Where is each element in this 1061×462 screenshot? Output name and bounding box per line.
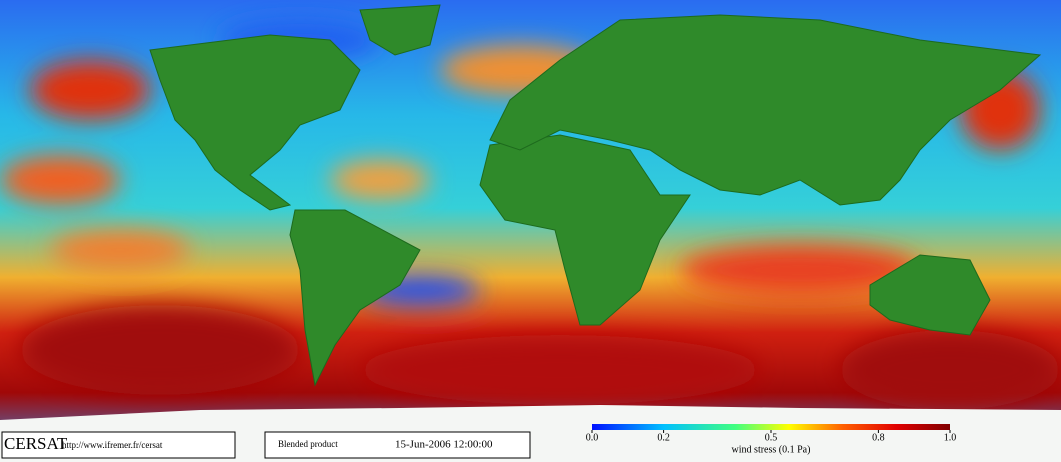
eurasia [489,14,1042,206]
north-america [149,34,361,211]
url: http://www.ifremer.fr/cersat [62,440,163,450]
date: 15-Jun-2006 12:00:00 [395,439,493,451]
africa [479,134,691,326]
colorbar-tick-label: 0.8 [872,432,885,443]
australia [869,254,991,336]
colorbar-tick-label: 0.0 [586,432,599,443]
colorbar [592,424,950,430]
colorbar-tick-label: 0.5 [765,432,778,443]
colorbar-tick-label: 0.2 [657,432,670,443]
colorbar-tick-label: 1.0 [944,432,957,443]
land [149,4,1042,387]
credit-box [1,431,236,459]
south-america [289,209,421,387]
colorbar-label: wind stress (0.1 Pa) [732,444,811,455]
product: Blended product [278,439,338,449]
logo: CERSAT [4,434,68,453]
product-box [264,431,531,459]
greenland [359,4,441,56]
